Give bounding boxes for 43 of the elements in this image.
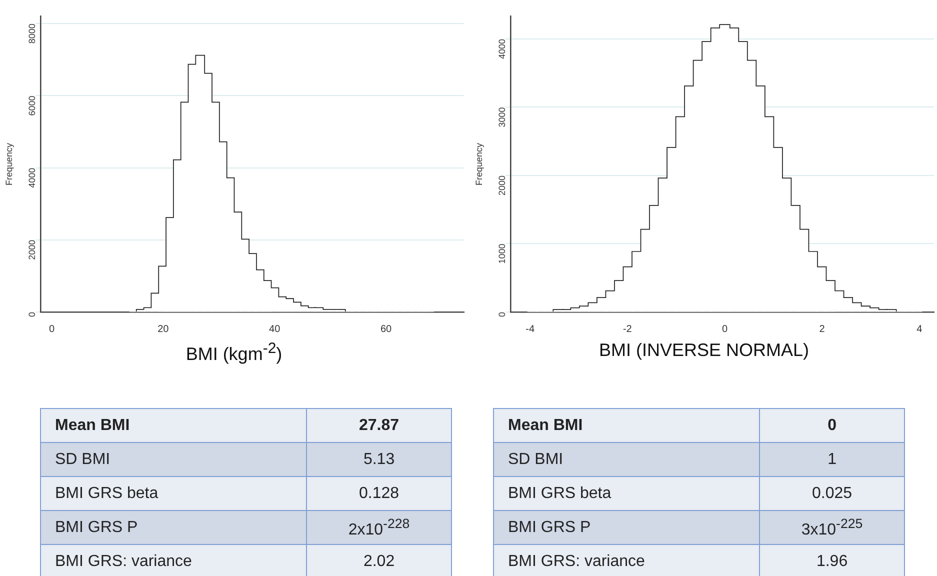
y-tick-label: 1000: [497, 244, 508, 264]
y-axis-title: Frequency: [4, 142, 14, 186]
y-tick-label: 3000: [497, 107, 508, 128]
y-tick-label: 2000: [27, 240, 38, 260]
text: BMI GRS beta: [40, 476, 307, 510]
x-axis-title: BMI (INVERSE NORMAL): [598, 340, 810, 361]
text: 0: [760, 408, 904, 442]
text: Mean BMI: [494, 408, 760, 442]
text: 3x10$^{-225}$: [760, 510, 904, 544]
x-tick-label: 40: [269, 324, 281, 335]
text: 1.96: [760, 544, 904, 576]
text: BMI GRS P: [494, 510, 760, 544]
x-tick-label: 60: [380, 324, 392, 335]
y-tick-label: 6000: [27, 96, 38, 116]
text: BMI GRS P: [40, 510, 307, 544]
text: Mean BMI: [40, 408, 307, 442]
y-tick-label: 0: [497, 312, 508, 318]
text: 2x10$^{-228}$: [306, 510, 452, 544]
x-tick-label: 20: [158, 324, 170, 335]
text: SD BMI: [494, 442, 760, 476]
text: 0.128: [306, 476, 452, 510]
y-axis-title: Frequency: [474, 142, 484, 186]
x-tick-label: 4: [916, 324, 923, 335]
text: BMI GRS: variance: [494, 544, 760, 576]
x-tick-label: 0: [48, 324, 55, 335]
y-tick-label: 8000: [27, 24, 38, 44]
text: 2.02: [306, 544, 452, 576]
text: 27.87: [306, 408, 452, 442]
text: 5.13: [306, 442, 452, 476]
text: BMI GRS beta: [494, 476, 760, 510]
x-axis-title: BMI (kgm$^{-2}$): [184, 340, 284, 365]
y-tick-label: 0: [27, 312, 38, 318]
text: BMI GRS: variance: [40, 544, 307, 576]
text: SD BMI: [40, 442, 307, 476]
x-tick-label: 2: [819, 324, 826, 335]
y-tick-label: 2000: [497, 175, 508, 196]
text: 1: [760, 442, 904, 476]
y-tick-label: 4000: [27, 168, 38, 188]
y-tick-label: 4000: [497, 38, 508, 59]
x-tick-label: -4: [526, 324, 535, 335]
x-tick-label: -2: [622, 324, 632, 335]
text: 0.025: [760, 476, 904, 510]
x-tick-label: 0: [722, 324, 728, 335]
